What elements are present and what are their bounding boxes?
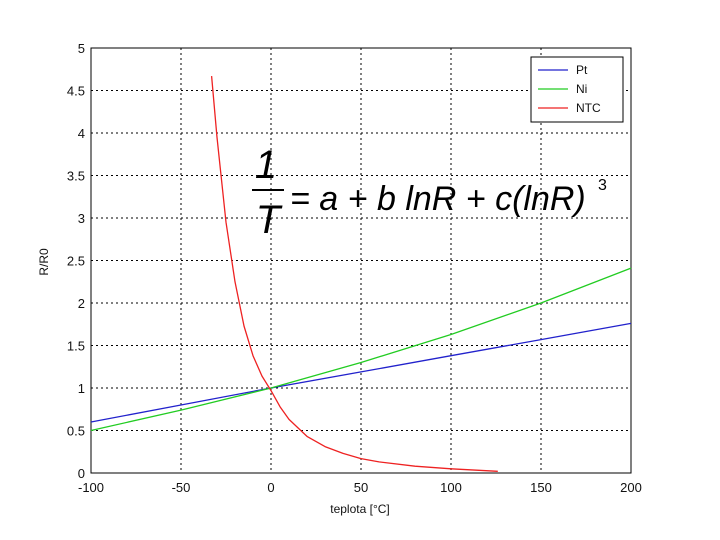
- y-tick-label: 1: [78, 381, 85, 396]
- y-tick-label: 2: [78, 296, 85, 311]
- y-axis-label: R/R0: [37, 248, 51, 276]
- x-axis-label: teplota [°C]: [330, 502, 390, 516]
- y-tick-label: 0.5: [67, 424, 85, 439]
- x-tick-label: 100: [440, 480, 462, 495]
- y-tick-label: 1.5: [67, 339, 85, 354]
- x-tick-label: 200: [620, 480, 642, 495]
- y-tick-label: 0: [78, 466, 85, 481]
- y-tick-label: 4.5: [67, 84, 85, 99]
- y-tick-label: 3: [78, 211, 85, 226]
- formula-exponent: 3: [598, 177, 607, 194]
- series-line-ntc: [210, 76, 498, 472]
- x-tick-label: -50: [172, 480, 191, 495]
- legend-label-ntc: NTC: [576, 101, 601, 115]
- plot-frame: [90, 47, 632, 474]
- series-lines: [90, 76, 632, 472]
- x-tick-label: 50: [354, 480, 368, 495]
- series-line-ni: [90, 267, 632, 432]
- y-tick-label: 3.5: [67, 169, 85, 184]
- y-tick-label: 5: [78, 41, 85, 56]
- axis-ticks: -100 -50 0 50 100 150 200 0 0.5 1 1.5 2 2.5 3 3.5 4 4.5 5: [67, 41, 642, 495]
- series-line-pt: [90, 322, 632, 423]
- legend: Pt Ni NTC: [530, 56, 624, 123]
- x-tick-label: -100: [78, 480, 104, 495]
- x-tick-label: 150: [530, 480, 552, 495]
- y-tick-label: 4: [78, 126, 85, 141]
- formula-rhs: = a + b lnR + c(lnR): [290, 180, 586, 218]
- legend-label-ni: Ni: [576, 82, 587, 96]
- formula-annotation: 1 T = a + b lnR + c(lnR) 3: [252, 143, 607, 242]
- y-tick-label: 2.5: [67, 254, 85, 269]
- formula-denominator: T: [256, 198, 283, 242]
- legend-label-pt: Pt: [576, 63, 588, 77]
- x-tick-label: 0: [267, 480, 274, 495]
- formula-numerator: 1: [255, 143, 277, 187]
